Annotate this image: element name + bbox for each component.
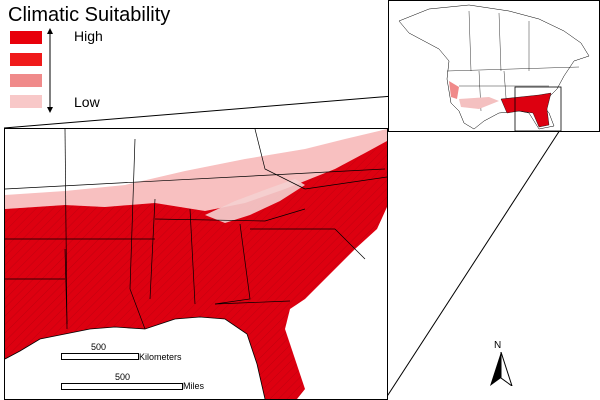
north-arrow-label: N [494, 340, 502, 351]
inset-map [388, 0, 600, 132]
inset-extent-box [514, 86, 562, 131]
inset-map-canvas [398, 4, 590, 131]
north-arrow-icon [490, 352, 513, 386]
low-suitability-band [5, 129, 387, 219]
legend-gradient-arrow [47, 28, 53, 113]
coastline [5, 316, 266, 399]
scale-mi-value: 500 [115, 372, 131, 382]
legend-swatch-4 [10, 95, 42, 108]
legend-swatch-1 [10, 31, 42, 44]
main-map-canvas [5, 129, 387, 399]
scale-mi-unit: Miles [183, 381, 205, 391]
state-boundaries [5, 129, 387, 330]
inset-boundaries [446, 10, 580, 112]
scale-km-value: 500 [91, 342, 107, 352]
scale-bar-km [61, 353, 139, 360]
appalachian-low-area [205, 179, 305, 223]
legend-swatch-2 [10, 53, 42, 66]
legend-low-label: Low [74, 94, 100, 110]
scale-km-unit: Kilometers [139, 352, 182, 362]
legend-title: Climatic Suitability [8, 4, 171, 26]
legend-swatch-3 [10, 74, 42, 87]
inset-north-america [398, 4, 590, 130]
legend-high-label: High [74, 28, 103, 44]
main-map: 500 Kilometers 500 Miles [4, 128, 388, 400]
inset-high-suitability [500, 92, 552, 128]
scale-bar-miles [61, 383, 183, 390]
